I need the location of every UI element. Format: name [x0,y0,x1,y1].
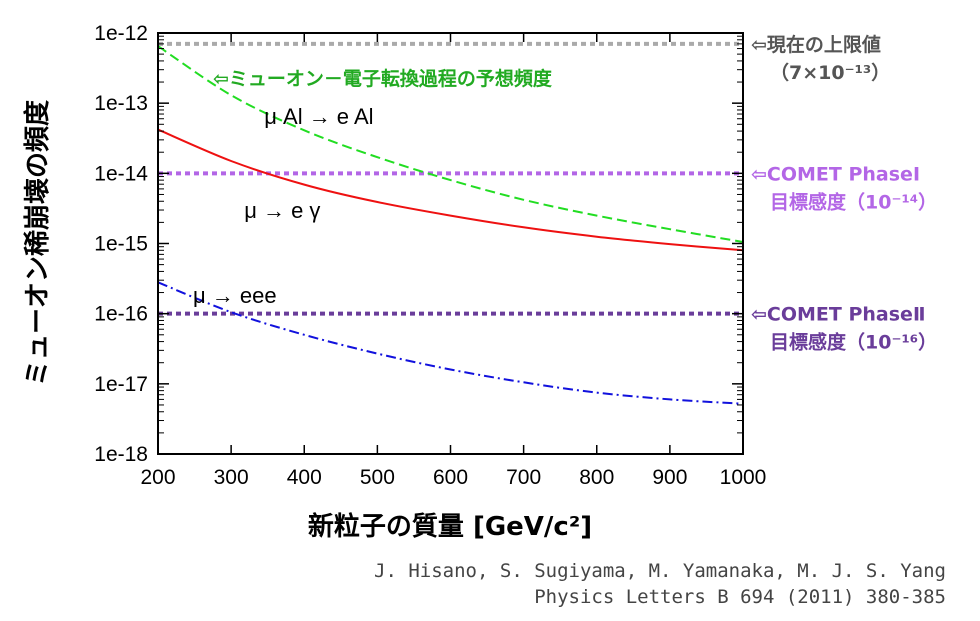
x-tick-label: 200 [140,466,175,489]
reference-line-label: （7×10⁻¹³） [770,61,890,84]
x-tick-label: 400 [287,466,322,489]
series-label: μ → e γ [244,198,320,223]
series-label: μ → eee [193,283,277,308]
x-tick-label: 900 [652,466,687,489]
labels-layer: ⇦現在の上限値 （7×10⁻¹³） ⇦COMET PhaseⅠ 目標感度（10⁻¹⁴）… [193,33,937,354]
x-tick-label: 300 [214,466,249,489]
y-tick-label: 1e-14 [94,162,148,185]
y-tick-label: 1e-16 [94,303,148,326]
reference-line-label: ⇦COMET PhaseⅠ [751,163,920,185]
citation-authors: J. Hisano, S. Sugiyama, M. Yamanaka, M. … [374,560,946,582]
y-tick-label: 1e-17 [94,373,148,396]
x-axis-label: 新粒子の質量 [GeV/c²] [308,511,592,542]
x-tick-label: 500 [360,466,395,489]
ticks-layer: 200 300 400 500 600 700 800 900 1000 1e-12 1e-13 1e… [94,22,766,489]
reference-line-label: ⇦COMET PhaseⅡ [751,304,925,326]
x-tick-label: 700 [506,466,541,489]
citation-journal: Physics Letters B 694 (2011) 380-385 [534,586,946,608]
y-axis-label: ミューオン稀崩壊の頻度 [22,100,53,386]
reference-lines [158,41,743,316]
chart: 200 300 400 500 600 700 800 900 1000 1e-12 1e-13 1e… [22,22,937,542]
y-tick-label: 1e-12 [94,22,148,45]
reference-line-label: 目標感度（10⁻¹⁴） [770,190,937,213]
y-tick-label: 1e-18 [94,443,148,466]
x-tick-label: 800 [579,466,614,489]
y-tick-label: 1e-13 [94,92,148,115]
series-line [157,281,744,405]
reference-line-label: 目標感度（10⁻¹⁶） [770,331,937,354]
conversion-note: ⇦ミューオン－電子転換過程の予想頻度 [213,67,553,90]
series-line [157,45,744,243]
x-tick-label: 1000 [720,466,767,489]
citation: J. Hisano, S. Sugiyama, M. Yamanaka, M. … [374,558,946,610]
series-line [157,128,744,252]
reference-line-label: ⇦現在の上限値 [751,33,881,56]
series-layer [157,45,744,405]
x-tick-label: 600 [433,466,468,489]
y-tick-label: 1e-15 [94,233,148,256]
series-label: μ Al → e Al [264,104,373,129]
